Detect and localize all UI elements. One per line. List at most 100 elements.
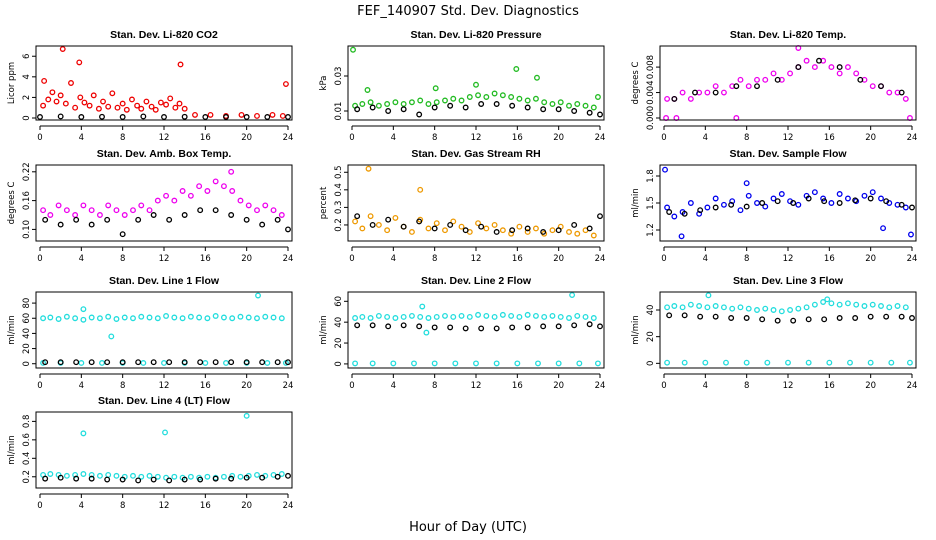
- panel-title: Stan. Dev. Line 4 (LT) Flow: [98, 395, 231, 407]
- data-point: [491, 314, 498, 320]
- x-tick-label: 4: [703, 381, 708, 391]
- data-point: [867, 195, 874, 202]
- data-point: [384, 314, 391, 320]
- x-tick-label: 0: [661, 381, 666, 391]
- data-point: [888, 359, 895, 366]
- data-point: [745, 83, 752, 90]
- data-point: [861, 192, 868, 199]
- data-point: [282, 81, 289, 87]
- data-point: [886, 89, 893, 96]
- data-point: [138, 105, 145, 112]
- x-tick-label: 20: [865, 133, 876, 143]
- data-point: [109, 90, 116, 97]
- data-point: [385, 216, 392, 223]
- x-tick-label: 0: [37, 381, 42, 391]
- y-axis-label: kPa: [319, 76, 329, 91]
- data-point: [73, 475, 80, 482]
- panel-5: Stan. Dev. Gas Stream RH 0 4 8 12 16 20 24 0.2 0.…: [319, 148, 605, 264]
- x-tick-label: 4: [79, 501, 84, 511]
- data-point: [119, 231, 126, 238]
- data-point: [671, 303, 678, 309]
- data-point: [73, 359, 80, 366]
- data-point: [187, 473, 194, 480]
- data-point: [119, 100, 126, 107]
- data-point: [229, 188, 236, 194]
- data-point: [259, 359, 266, 366]
- series-2: [666, 195, 915, 217]
- data-point: [450, 95, 457, 102]
- data-point: [68, 80, 74, 86]
- x-tick-label: 12: [783, 381, 794, 391]
- data-point: [143, 98, 150, 105]
- data-point: [847, 359, 853, 366]
- data-point: [681, 359, 688, 366]
- data-point: [161, 360, 167, 366]
- data-point: [540, 106, 547, 113]
- data-point: [400, 322, 407, 329]
- data-point: [78, 360, 85, 366]
- data-point: [681, 210, 688, 217]
- plot-frame: [347, 45, 605, 121]
- y-tick-label: 0.6: [22, 433, 32, 447]
- data-point: [163, 192, 170, 199]
- data-point: [795, 305, 802, 312]
- data-point: [57, 359, 64, 366]
- data-point: [671, 213, 678, 220]
- data-point: [80, 471, 87, 477]
- data-point: [72, 471, 79, 478]
- x-tick-label: 12: [783, 133, 794, 143]
- data-point: [171, 197, 178, 204]
- plot-frame: [347, 164, 605, 242]
- data-point: [80, 306, 87, 313]
- data-point: [770, 307, 777, 313]
- data-point: [743, 359, 750, 366]
- data-point: [586, 321, 593, 328]
- data-point: [274, 359, 281, 366]
- data-point: [212, 178, 219, 185]
- data-point: [555, 323, 562, 330]
- data-point: [566, 102, 572, 109]
- series-1: [40, 292, 285, 340]
- data-point: [894, 303, 901, 309]
- data-point: [867, 313, 874, 320]
- data-point: [423, 329, 430, 336]
- panel-6: Stan. Dev. Sample Flow 0 4 8 12 16 20 24 1.2 1.5 1…: [631, 148, 917, 264]
- data-point: [516, 314, 523, 320]
- data-point: [400, 106, 407, 113]
- data-point: [181, 476, 188, 483]
- data-point: [392, 99, 399, 106]
- data-point: [237, 313, 244, 320]
- panel-title: Stan. Dev. Amb. Box Temp.: [97, 148, 232, 160]
- data-point: [836, 191, 843, 197]
- x-tick-label: 0: [349, 133, 354, 143]
- data-point: [57, 221, 64, 228]
- data-point: [666, 312, 673, 319]
- data-point: [431, 324, 438, 331]
- data-point: [902, 304, 909, 311]
- data-point: [163, 101, 170, 108]
- data-point: [278, 471, 285, 477]
- data-point: [197, 359, 204, 366]
- y-tick-label: 40: [646, 305, 656, 316]
- x-tick-label: 20: [241, 133, 252, 143]
- data-point: [574, 312, 581, 319]
- x-tick-label: 12: [471, 133, 482, 143]
- x-tick-label: 0: [349, 254, 354, 264]
- data-point: [508, 94, 515, 100]
- series-1: [662, 166, 914, 240]
- x-tick-label: 24: [595, 254, 606, 264]
- x-tick-label: 16: [200, 133, 211, 143]
- data-point: [762, 203, 769, 210]
- data-point: [483, 225, 490, 232]
- y-tick-label: 80: [22, 298, 32, 309]
- data-point: [869, 83, 876, 90]
- series-1: [40, 46, 289, 119]
- data-point: [202, 114, 209, 120]
- data-point: [790, 317, 797, 324]
- x-tick-label: 0: [37, 254, 42, 264]
- x-tick-label: 24: [283, 501, 294, 511]
- data-point: [532, 95, 539, 102]
- data-point: [138, 473, 145, 480]
- data-point: [493, 360, 500, 367]
